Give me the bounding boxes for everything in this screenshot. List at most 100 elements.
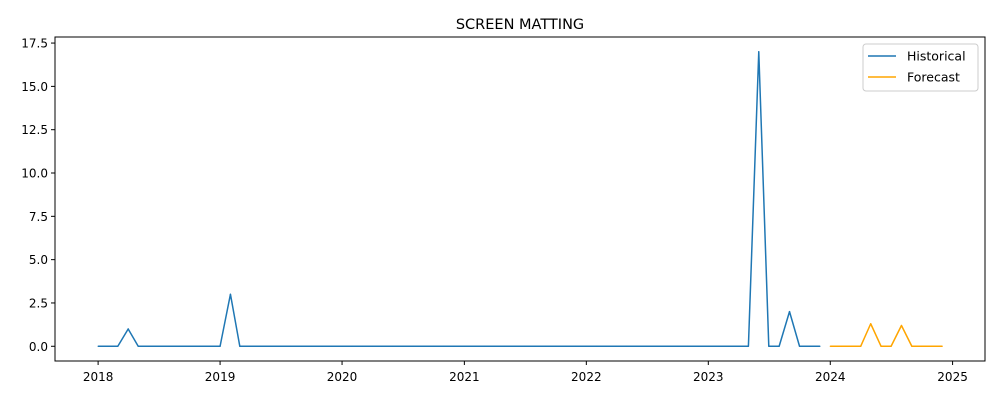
forecast-data-point bbox=[941, 345, 943, 347]
x-tick-label: 2021 bbox=[449, 370, 480, 384]
historical-data-point bbox=[707, 345, 709, 347]
historical-data-point bbox=[483, 345, 485, 347]
historical-data-point bbox=[788, 311, 791, 313]
y-tick-label: 2.5 bbox=[29, 296, 48, 310]
historical-data-point bbox=[107, 345, 110, 347]
historical-data-point bbox=[290, 345, 292, 347]
historical-data-point bbox=[443, 345, 445, 347]
historical-data-point bbox=[229, 293, 232, 295]
plot-area bbox=[54, 36, 986, 362]
historical-data-point bbox=[361, 345, 363, 347]
historical-data-point bbox=[433, 345, 435, 347]
forecast-data-point bbox=[890, 345, 892, 347]
forecast-data-point bbox=[860, 345, 862, 347]
historical-data-point bbox=[605, 345, 607, 347]
historical-data-point bbox=[249, 345, 251, 347]
historical-data-point bbox=[554, 345, 557, 347]
historical-data-point bbox=[147, 345, 150, 347]
x-axis: 2018 2019 2020 2021 2022 2023 2024 2025 bbox=[83, 361, 968, 384]
y-axis: 0.0 2.5 5.0 7.5 10.0 12.5 15.0 17.5 bbox=[21, 37, 55, 354]
y-tick-label: 12.5 bbox=[21, 123, 48, 137]
historical-data-point bbox=[199, 345, 201, 347]
x-tick-label: 2020 bbox=[327, 370, 358, 384]
historical-data-point bbox=[412, 345, 414, 347]
historical-data-point bbox=[575, 345, 577, 347]
legend-label-historical: Historical bbox=[907, 49, 966, 64]
historical-data-point bbox=[300, 345, 302, 347]
forecast-data-point bbox=[840, 345, 842, 347]
historical-data-point bbox=[422, 345, 425, 347]
historical-data-point bbox=[534, 345, 536, 347]
forecast-series-line bbox=[830, 323, 943, 348]
historical-data-point bbox=[656, 345, 658, 347]
historical-data-point bbox=[493, 345, 496, 347]
historical-data-point bbox=[392, 345, 394, 347]
historical-data-point bbox=[798, 345, 801, 347]
x-tick-label: 2023 bbox=[693, 370, 724, 384]
historical-data-point bbox=[503, 345, 506, 347]
y-tick-label: 10.0 bbox=[21, 167, 48, 181]
historical-data-point bbox=[341, 345, 343, 347]
forecast-data-point bbox=[931, 345, 933, 347]
y-tick-label: 7.5 bbox=[29, 210, 48, 224]
forecast-data-point bbox=[921, 345, 923, 347]
historical-data-point bbox=[737, 345, 739, 347]
historical-data-point bbox=[544, 345, 547, 347]
historical-data-point bbox=[615, 345, 618, 347]
historical-data-point bbox=[321, 345, 323, 347]
y-tick-label: 0.0 bbox=[29, 340, 48, 354]
historical-data-point bbox=[371, 345, 374, 347]
x-tick-label: 2022 bbox=[571, 370, 602, 384]
forecast-data-point bbox=[870, 323, 872, 325]
historical-data-point bbox=[351, 345, 354, 347]
historical-data-point bbox=[768, 345, 770, 347]
x-tick-label: 2018 bbox=[83, 370, 114, 384]
historical-data-point bbox=[474, 345, 476, 347]
historical-data-point bbox=[514, 345, 516, 347]
historical-data-point bbox=[381, 345, 384, 347]
historical-data-point bbox=[463, 345, 465, 347]
historical-data-point bbox=[809, 345, 811, 347]
historical-data-point bbox=[402, 345, 404, 347]
historical-data-point bbox=[157, 345, 160, 347]
forecast-data-point bbox=[829, 345, 831, 347]
chart-title: SCREEN MATTING bbox=[456, 17, 584, 33]
historical-data-point bbox=[209, 345, 211, 347]
historical-data-point bbox=[219, 345, 221, 347]
historical-data-point bbox=[269, 345, 272, 347]
historical-data-point bbox=[727, 345, 729, 347]
historical-data-point bbox=[596, 345, 598, 347]
x-tick-label: 2019 bbox=[205, 370, 236, 384]
forecast-data-point bbox=[900, 324, 903, 327]
legend: Historical Forecast bbox=[862, 43, 979, 92]
forecast-data-point bbox=[880, 345, 882, 347]
historical-data-point bbox=[747, 345, 750, 347]
historical-series-line bbox=[98, 50, 820, 348]
historical-data-point bbox=[646, 345, 648, 347]
historical-data-point bbox=[331, 345, 333, 347]
y-tick-label: 17.5 bbox=[21, 37, 48, 51]
historical-data-point bbox=[279, 345, 282, 347]
historical-data-point bbox=[697, 345, 699, 347]
historical-data-point bbox=[453, 345, 455, 347]
historical-data-point bbox=[239, 345, 241, 347]
historical-data-point bbox=[625, 345, 628, 347]
historical-data-point bbox=[137, 345, 139, 347]
historical-data-point bbox=[718, 345, 720, 347]
historical-data-point bbox=[758, 51, 760, 53]
historical-data-point bbox=[676, 345, 679, 347]
historical-data-point bbox=[259, 345, 261, 347]
historical-data-point bbox=[778, 345, 780, 347]
historical-data-point bbox=[687, 345, 689, 347]
historical-data-point bbox=[819, 345, 821, 347]
historical-data-point bbox=[168, 345, 170, 347]
historical-data-point bbox=[97, 345, 99, 347]
legend-label-forecast: Forecast bbox=[907, 70, 960, 85]
y-tick-label: 15.0 bbox=[21, 80, 48, 94]
series-layer bbox=[97, 50, 943, 348]
forecast-data-point bbox=[849, 345, 851, 347]
x-tick-label: 2025 bbox=[937, 370, 968, 384]
historical-data-point bbox=[636, 345, 638, 347]
historical-data-point bbox=[178, 345, 180, 347]
historical-data-point bbox=[524, 345, 526, 347]
